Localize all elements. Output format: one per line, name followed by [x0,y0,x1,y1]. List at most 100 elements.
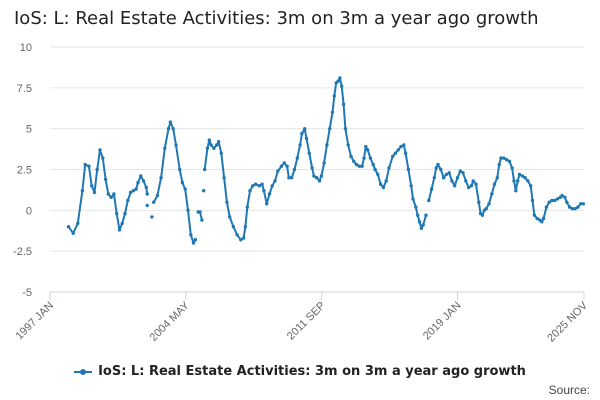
data-point[interactable] [186,208,190,212]
data-point[interactable] [535,216,539,221]
data-point[interactable] [458,169,462,173]
data-point[interactable] [270,184,274,188]
data-point[interactable] [80,189,85,193]
data-point[interactable] [352,159,356,163]
data-point[interactable] [115,211,119,216]
data-point[interactable] [391,154,395,159]
data-point[interactable] [152,200,156,204]
data-point[interactable] [304,136,309,141]
data-point[interactable] [573,207,577,211]
data-point[interactable] [530,198,535,203]
data-point[interactable] [576,205,580,209]
data-point[interactable] [402,143,406,147]
data-point[interactable] [346,143,350,147]
data-point[interactable] [112,192,116,196]
data-point[interactable] [191,241,196,245]
data-point[interactable] [228,215,232,219]
data-point[interactable] [540,220,544,224]
data-point[interactable] [544,205,549,209]
data-point[interactable] [371,162,375,167]
data-point[interactable] [516,179,520,183]
data-point[interactable] [387,166,391,170]
data-point[interactable] [419,226,424,230]
data-point[interactable] [231,225,236,229]
data-point[interactable] [411,197,415,201]
data-point[interactable] [376,172,380,177]
data-point[interactable] [209,143,213,147]
data-point[interactable] [512,179,516,183]
data-point[interactable] [279,164,284,168]
data-point[interactable] [469,184,474,188]
data-point[interactable] [103,177,108,181]
data-point[interactable] [222,176,226,180]
data-point[interactable] [510,166,514,170]
data-point[interactable] [414,205,418,209]
data-point[interactable] [393,151,398,155]
data-point[interactable] [83,162,87,167]
data-point[interactable] [560,193,564,198]
data-point[interactable] [174,143,178,147]
data-point[interactable] [514,189,518,193]
data-point[interactable] [461,171,465,175]
data-point[interactable] [276,169,280,173]
data-point[interactable] [87,164,91,168]
data-point[interactable] [471,179,475,183]
data-point[interactable] [136,180,140,185]
data-point[interactable] [315,176,319,180]
data-point[interactable] [421,223,425,227]
data-point[interactable] [92,190,97,195]
data-point[interactable] [328,127,332,131]
data-point[interactable] [98,148,102,152]
data-point[interactable] [396,148,400,152]
data-point[interactable] [155,193,160,198]
data-point[interactable] [492,182,497,186]
data-point[interactable] [307,151,311,155]
data-point[interactable] [150,215,154,219]
data-point[interactable] [570,207,574,211]
data-point[interactable] [207,138,211,142]
data-point[interactable] [168,120,173,124]
data-point[interactable] [248,189,252,193]
data-point[interactable] [553,198,557,203]
data-point[interactable] [120,221,124,226]
data-point[interactable] [429,187,434,191]
data-point[interactable] [555,197,560,201]
data-point[interactable] [464,179,468,183]
legend[interactable]: IoS: L: Real Estate Activities: 3m on 3m… [0,364,600,379]
data-point[interactable] [357,164,361,168]
data-point[interactable] [330,110,335,115]
data-point[interactable] [453,184,457,188]
data-point[interactable] [322,161,326,165]
data-point[interactable] [444,172,449,177]
data-point[interactable] [484,207,488,211]
data-point[interactable] [439,167,443,172]
data-point[interactable] [203,167,207,172]
data-point[interactable] [368,156,373,160]
data-point[interactable] [159,176,163,180]
data-point[interactable] [212,146,216,150]
data-point[interactable] [193,238,198,242]
data-point[interactable] [202,189,206,193]
data-point[interactable] [474,182,478,186]
data-point[interactable] [287,176,291,180]
data-point[interactable] [349,154,353,159]
data-point[interactable] [219,151,223,155]
data-point[interactable] [292,167,297,172]
data-point[interactable] [406,167,411,172]
data-point[interactable] [354,162,359,167]
data-point[interactable] [235,233,239,237]
data-point[interactable] [303,127,307,131]
data-point[interactable] [520,174,524,178]
data-point[interactable] [251,184,255,188]
data-point[interactable] [145,203,149,208]
data-point[interactable] [432,176,436,180]
data-point[interactable] [183,187,187,191]
data-point[interactable] [257,184,261,188]
data-point[interactable] [409,184,413,188]
data-point[interactable] [373,167,377,172]
data-point[interactable] [295,156,299,160]
data-point[interactable] [325,143,329,147]
data-point[interactable] [205,146,210,150]
data-point[interactable] [381,185,386,190]
data-point[interactable] [225,200,229,204]
